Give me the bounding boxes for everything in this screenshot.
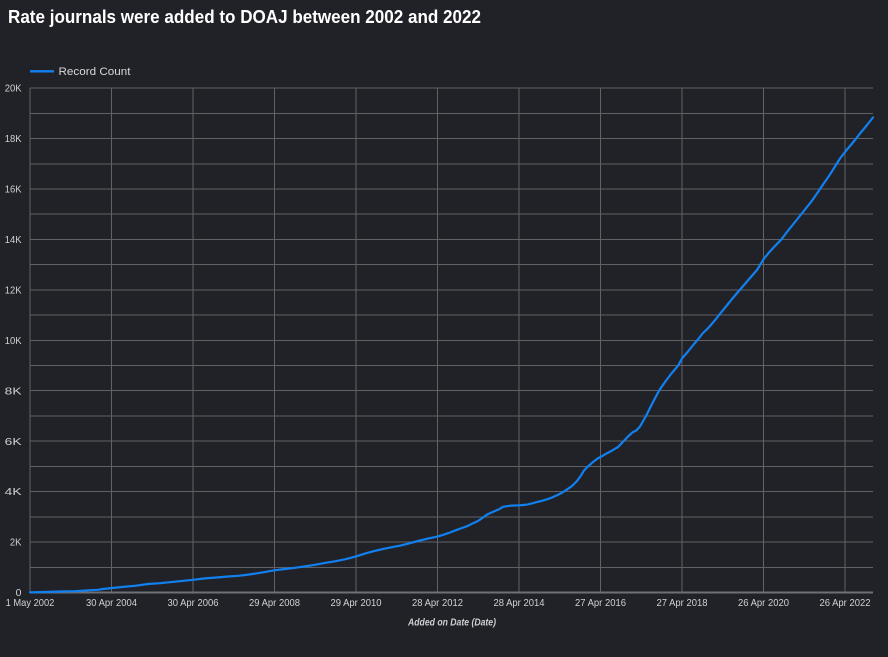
- svg-text:30 Apr 2006: 30 Apr 2006: [168, 597, 219, 609]
- svg-text:30 Apr 2004: 30 Apr 2004: [86, 597, 137, 609]
- svg-text:20K: 20K: [5, 83, 22, 95]
- svg-text:4K: 4K: [5, 486, 22, 498]
- svg-text:1 May 2002: 1 May 2002: [6, 597, 55, 609]
- svg-text:29 Apr 2008: 29 Apr 2008: [249, 597, 300, 609]
- svg-text:Rate journals were added to DO: Rate journals were added to DOAJ between…: [8, 7, 481, 27]
- svg-text:12K: 12K: [5, 285, 22, 297]
- svg-text:6K: 6K: [5, 436, 22, 448]
- svg-text:8K: 8K: [5, 385, 22, 397]
- svg-text:0: 0: [16, 587, 22, 599]
- svg-text:Record Count: Record Count: [59, 66, 131, 78]
- svg-text:2K: 2K: [10, 537, 22, 549]
- svg-text:26 Apr 2020: 26 Apr 2020: [738, 597, 789, 609]
- svg-text:29 Apr 2010: 29 Apr 2010: [331, 597, 382, 609]
- svg-text:Added on Date (Date): Added on Date (Date): [407, 617, 496, 629]
- svg-text:16K: 16K: [5, 184, 22, 196]
- svg-text:14K: 14K: [5, 234, 22, 246]
- svg-text:28 Apr 2014: 28 Apr 2014: [494, 597, 545, 609]
- svg-text:18K: 18K: [5, 133, 22, 145]
- svg-text:26 Apr 2022: 26 Apr 2022: [820, 597, 871, 609]
- svg-text:27 Apr 2016: 27 Apr 2016: [575, 597, 626, 609]
- svg-text:28 Apr 2012: 28 Apr 2012: [412, 597, 463, 609]
- svg-text:27 Apr 2018: 27 Apr 2018: [657, 597, 708, 609]
- svg-text:10K: 10K: [5, 335, 22, 347]
